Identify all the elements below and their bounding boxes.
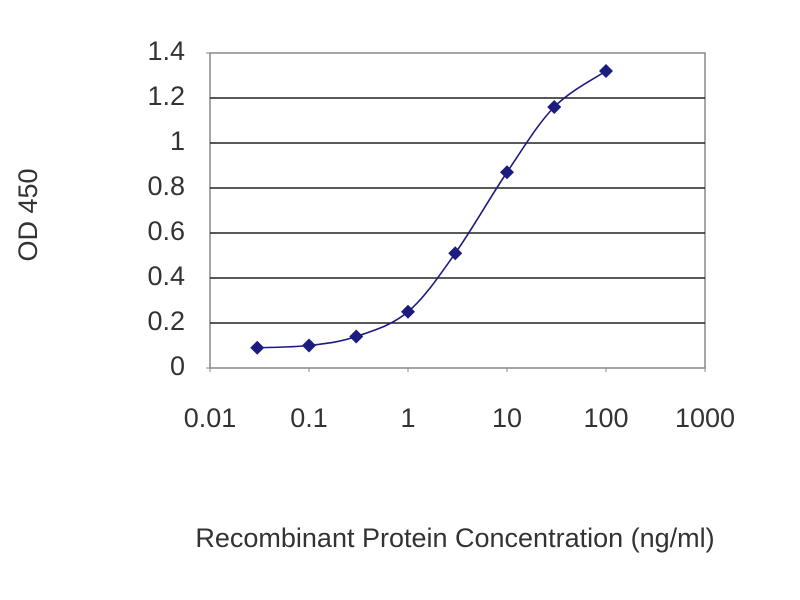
plot-frame	[209, 52, 706, 369]
y-tick-label: 1	[170, 126, 185, 156]
y-tick-label: 0.4	[147, 261, 185, 291]
y-tick-label: 1.2	[147, 81, 185, 111]
data-point	[250, 340, 265, 355]
y-tick-label: 0	[170, 351, 185, 381]
y-tick-label: 0.8	[147, 171, 185, 201]
data-point	[349, 329, 364, 344]
data-point	[448, 246, 463, 261]
y-tick-label: 1.4	[147, 36, 185, 66]
data-point	[302, 338, 316, 353]
x-tick-label: 0.1	[290, 403, 328, 433]
data-point	[547, 100, 562, 114]
data-point	[599, 64, 613, 78]
y-axis-label: OD 450	[13, 168, 43, 261]
x-tick-label: 1	[400, 403, 415, 433]
data-line	[257, 70, 607, 349]
x-tick-label: 100	[583, 403, 628, 433]
x-tick-label: 0.01	[184, 403, 237, 433]
data-point	[500, 165, 514, 180]
y-tick-label: 0.2	[147, 306, 185, 336]
x-tick-label: 1000	[675, 403, 735, 433]
x-tick-label: 10	[492, 403, 522, 433]
x-axis-label: Recombinant Protein Concentration (ng/ml…	[195, 523, 714, 553]
data-point	[401, 304, 415, 319]
y-tick-label: 0.6	[147, 216, 185, 246]
